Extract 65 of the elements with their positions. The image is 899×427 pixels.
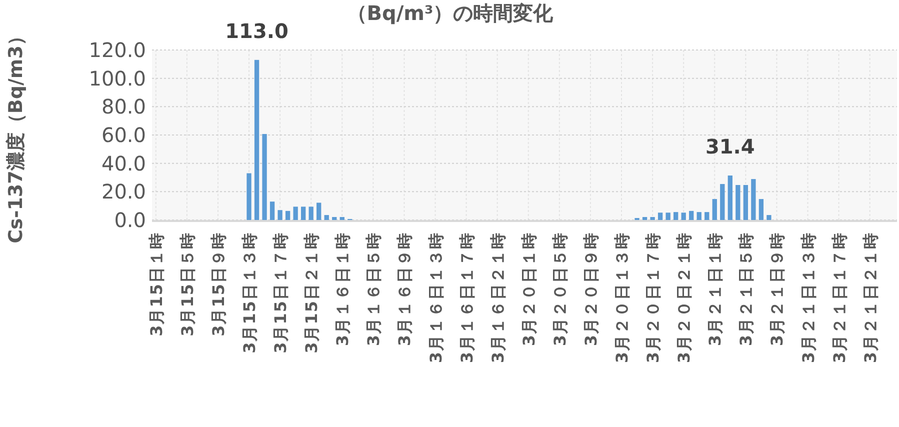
x-tick-label: 3月１６日１３時 bbox=[426, 232, 446, 364]
bar bbox=[293, 206, 298, 220]
bar bbox=[270, 202, 275, 220]
data-label: 113.0 bbox=[225, 18, 288, 43]
bar bbox=[278, 210, 282, 220]
x-tick-label: 3月２０日１７時 bbox=[644, 232, 663, 364]
x-tick-label: 3月１６日２１時 bbox=[488, 232, 508, 364]
x-tick-label: 3月１６日５時 bbox=[364, 232, 384, 346]
data-label: 31.4 bbox=[705, 134, 755, 159]
x-tick-label: 3月15日１３時 bbox=[240, 232, 260, 354]
bar bbox=[736, 185, 740, 220]
bar bbox=[262, 134, 267, 220]
bar bbox=[743, 185, 748, 220]
bar bbox=[689, 210, 694, 220]
y-tick-label: 20.0 bbox=[101, 180, 146, 204]
x-tick-label: 3月15日１７時 bbox=[271, 232, 290, 354]
bar bbox=[254, 60, 260, 220]
bar bbox=[666, 212, 670, 220]
bar bbox=[658, 212, 663, 220]
bar bbox=[285, 210, 290, 220]
x-tick-label: 3月２０日５時 bbox=[550, 232, 570, 346]
x-tick-label: 3月２０日９時 bbox=[581, 232, 600, 346]
bar bbox=[766, 215, 772, 220]
x-tick-label: 3月２１日１３時 bbox=[798, 232, 818, 364]
bar bbox=[696, 212, 702, 220]
y-tick-label: 80.0 bbox=[101, 94, 146, 119]
bar bbox=[751, 179, 756, 220]
bar bbox=[712, 199, 717, 220]
y-tick-label: 100.0 bbox=[88, 66, 146, 90]
bar bbox=[642, 217, 648, 220]
bar bbox=[308, 206, 314, 220]
y-axis-title: Cs-137濃度（Bq/m3） bbox=[5, 26, 27, 244]
x-tick-label: 3月２０日１３時 bbox=[612, 232, 632, 364]
bar bbox=[674, 212, 678, 220]
bar bbox=[340, 217, 344, 220]
bar bbox=[332, 217, 337, 220]
y-tick-label: 0.0 bbox=[114, 208, 146, 232]
bar bbox=[704, 212, 710, 220]
x-tick-label: 3月２１日９時 bbox=[768, 232, 787, 346]
x-tick-label: 3月２１日１７時 bbox=[830, 232, 849, 364]
bar bbox=[728, 176, 732, 220]
x-tick-label: 3月15日１時 bbox=[146, 232, 166, 336]
chart-title: （Bq/m³）の時間変化 bbox=[346, 1, 554, 25]
y-tick-label: 60.0 bbox=[101, 123, 146, 147]
bar bbox=[650, 217, 655, 220]
bar bbox=[720, 184, 725, 220]
x-tick-label: 3月１６日１７時 bbox=[457, 232, 476, 364]
bar bbox=[681, 212, 686, 220]
bar bbox=[324, 215, 329, 220]
y-tick-label: 120.0 bbox=[88, 38, 146, 62]
x-tick-label: 3月15日５時 bbox=[178, 232, 197, 336]
x-tick-label: 3月１６日９時 bbox=[395, 232, 414, 346]
x-tick-label: 3月２１日１時 bbox=[706, 232, 725, 346]
bar bbox=[758, 199, 764, 220]
x-tick-label: 3月２１日５時 bbox=[736, 232, 756, 346]
y-tick-label: 40.0 bbox=[101, 151, 146, 176]
x-tick-label: 3月15日９時 bbox=[208, 232, 228, 336]
x-tick-label: 3月２１日２１時 bbox=[860, 232, 880, 364]
bar bbox=[301, 206, 306, 220]
x-tick-label: 3月15日２１時 bbox=[302, 232, 322, 354]
x-tick-label: 3月２０日１時 bbox=[519, 232, 538, 346]
x-tick-label: 3月１６日１時 bbox=[333, 232, 352, 346]
bar bbox=[316, 202, 322, 220]
x-tick-label: 3月２０日２１時 bbox=[674, 232, 694, 364]
bar bbox=[246, 173, 252, 220]
